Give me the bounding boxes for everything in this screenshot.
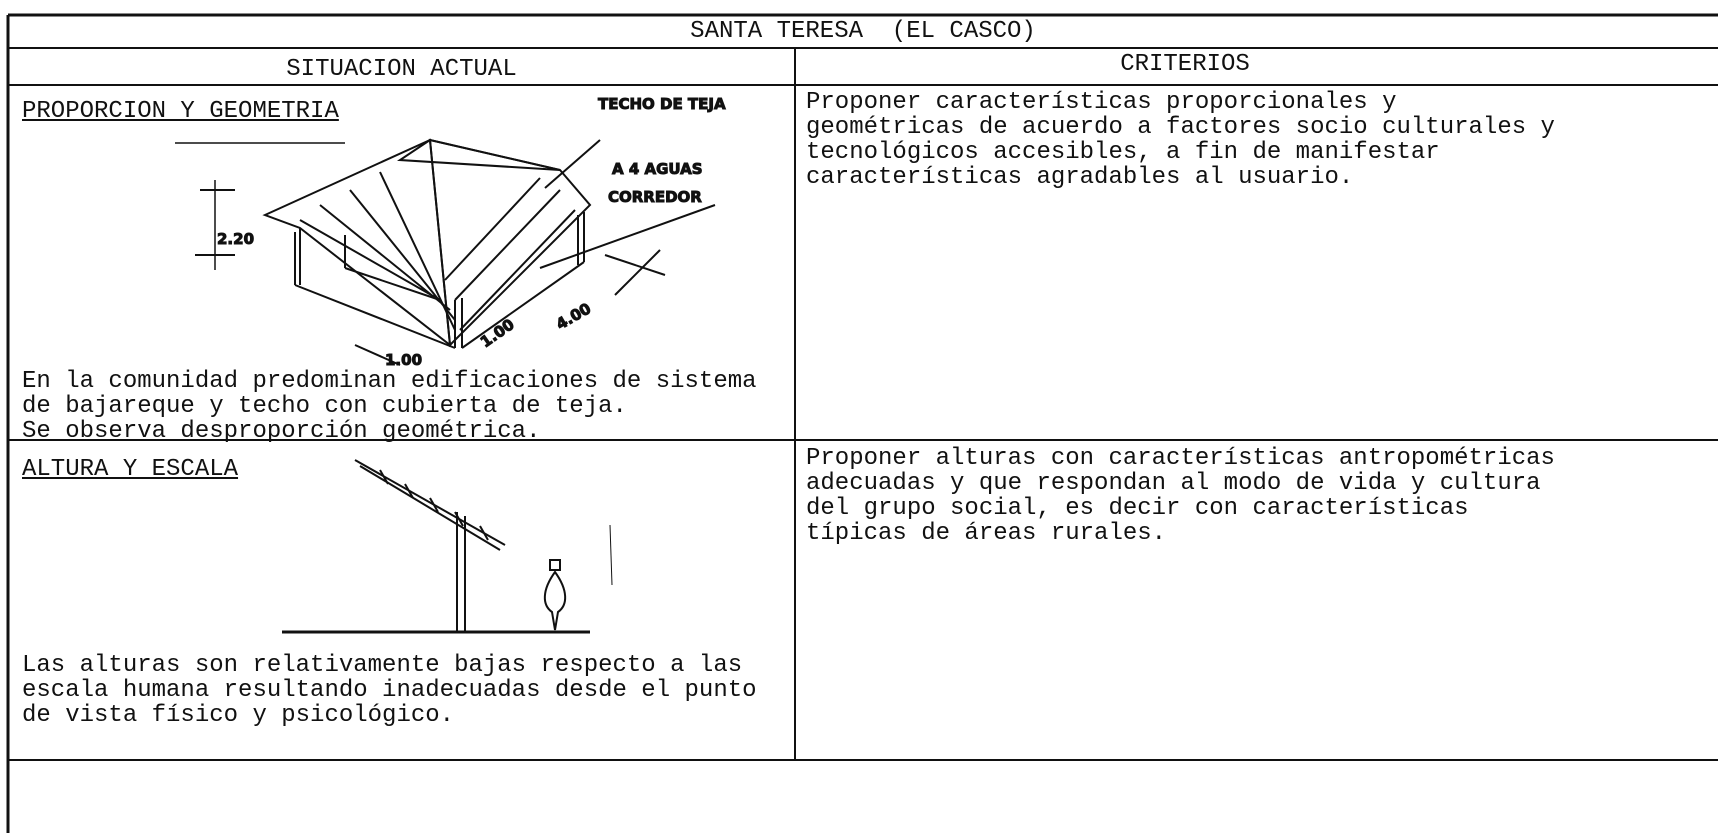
text-line: tecnológicos accesibles, a fin de manife… xyxy=(806,139,1440,166)
text-line: características agradables al usuario. xyxy=(806,164,1354,191)
sketch-label: CORREDOR xyxy=(608,188,702,206)
row-text: En la comunidad predominan edificaciones… xyxy=(22,369,757,444)
text-line: del grupo social, es decir con caracterí… xyxy=(806,495,1469,522)
sketch-label: 4.00 xyxy=(553,299,594,333)
sketch-label: 1.00 xyxy=(477,315,518,351)
criteria-text: Proponer alturas con características ant… xyxy=(806,446,1555,546)
roof-sketch xyxy=(175,138,716,366)
sketch-label: 2.20 xyxy=(217,230,254,248)
text-line: En la comunidad predominan edificaciones… xyxy=(22,368,757,395)
criteria-text: Proponer características proporcionales … xyxy=(806,90,1555,190)
column-header: SITUACION ACTUAL xyxy=(286,56,517,83)
text-line: Proponer alturas con características ant… xyxy=(806,445,1555,472)
text-line: Se observa desproporción geométrica. xyxy=(22,418,541,445)
text-line: Las alturas son relativamente bajas resp… xyxy=(22,652,743,679)
sketch-label: 1.00 xyxy=(385,351,422,369)
text-line: de vista físico y psicológico. xyxy=(22,702,455,729)
text-line: escala humana resultando inadecuadas des… xyxy=(22,677,757,704)
height-sketch xyxy=(282,459,613,634)
text-line: Proponer características proporcionales … xyxy=(806,89,1397,116)
row-heading: PROPORCION Y GEOMETRIA xyxy=(22,98,339,125)
table-title: SANTA TERESA (EL CASCO) xyxy=(690,18,1036,45)
column-header: CRITERIOS xyxy=(1120,51,1250,78)
text-line: de bajareque y techo con cubierta de tej… xyxy=(22,393,627,420)
row-text: Las alturas son relativamente bajas resp… xyxy=(22,653,757,728)
sketch-label: A 4 AGUAS xyxy=(612,160,703,178)
text-line: adecuadas y que respondan al modo de vid… xyxy=(806,470,1541,497)
text-line: geométricas de acuerdo a factores socio … xyxy=(806,114,1555,141)
row-heading: ALTURA Y ESCALA xyxy=(22,456,239,483)
text-line: típicas de áreas rurales. xyxy=(806,520,1167,547)
sketch-label: TECHO DE TEJA xyxy=(598,95,726,113)
